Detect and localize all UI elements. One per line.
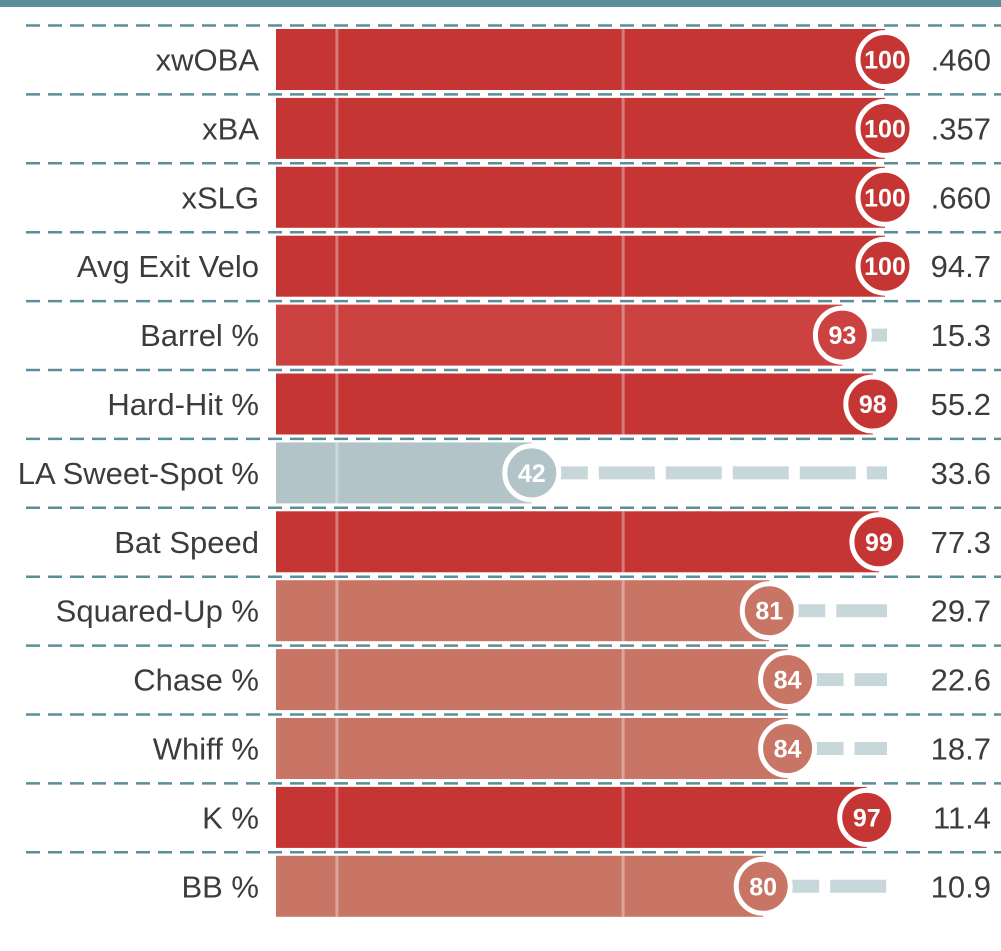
percentile-circle-k [837, 787, 897, 847]
percentile-bar-whiff [276, 718, 788, 779]
metric-value-hard-hit: 55.2 [931, 387, 991, 422]
percentile-rank-chase: 84 [774, 667, 802, 695]
metric-label-bb: BB % [181, 869, 259, 904]
metric-label-xslg: xSLG [181, 180, 259, 215]
percentile-bar-xba [276, 97, 885, 159]
percentile-bar-chase [276, 649, 788, 711]
metric-value-squared-up: 29.7 [931, 594, 991, 629]
percentile-circle-chase [758, 650, 818, 710]
percentile-rank-k: 97 [853, 804, 881, 832]
percentile-circle-barrel [812, 305, 872, 365]
percentile-circle-la-sweet-spot [502, 443, 562, 503]
percentile-bar-avg-exit-velo [276, 235, 885, 297]
percentile-rank-barrel: 93 [828, 322, 856, 350]
metric-label-avg-exit-velo: Avg Exit Velo [77, 249, 259, 284]
percentile-circle-hard-hit [843, 374, 903, 434]
percentile-circle-avg-exit-velo [855, 236, 915, 296]
percentile-bar-hard-hit [276, 373, 873, 435]
top-accent-bar [0, 0, 1001, 7]
percentile-bar-xslg [276, 166, 885, 228]
metric-label-bat-speed: Bat Speed [114, 525, 259, 560]
metric-label-hard-hit: Hard-Hit % [107, 387, 259, 422]
metric-value-k: 11.4 [933, 800, 991, 835]
metric-label-whiff: Whiff % [153, 732, 259, 767]
percentile-rank-whiff: 84 [774, 736, 802, 764]
percentile-circle-xba [855, 98, 915, 158]
percentile-bar-la-sweet-spot [276, 442, 532, 504]
percentile-bar-barrel [276, 304, 843, 366]
metric-label-k: K % [202, 800, 259, 835]
percentile-rank-xwoba: 100 [864, 47, 906, 75]
metric-value-bat-speed: 77.3 [931, 525, 991, 560]
percentile-rank-hard-hit: 98 [859, 391, 887, 419]
metric-value-chase: 22.6 [931, 663, 991, 698]
metric-value-la-sweet-spot: 33.6 [931, 456, 991, 491]
metric-label-barrel: Barrel % [140, 318, 259, 353]
percentile-rank-avg-exit-velo: 100 [864, 253, 906, 281]
metric-label-xwoba: xwOBA [156, 43, 260, 78]
metric-value-avg-exit-velo: 94.7 [931, 249, 991, 284]
percentile-circle-bat-speed [849, 512, 909, 572]
metric-value-xba: .357 [931, 111, 991, 146]
percentile-circle-xwoba [855, 30, 915, 89]
metric-label-xba: xBA [202, 111, 259, 146]
metric-value-xslg: .660 [931, 180, 991, 215]
percentile-rank-bb: 80 [749, 873, 777, 901]
metric-label-la-sweet-spot: LA Sweet-Spot % [18, 456, 259, 491]
percentile-rank-squared-up: 81 [755, 598, 783, 626]
percentile-circle-bb [733, 856, 793, 916]
metric-value-bb: 10.9 [931, 869, 991, 904]
percentile-bar-bat-speed [276, 511, 879, 573]
percentile-circle-whiff [758, 719, 818, 778]
percentile-bar-xwoba [276, 29, 885, 90]
metric-value-barrel: 15.3 [931, 318, 991, 353]
percentile-bar-bb [276, 855, 764, 917]
percentile-rank-la-sweet-spot: 42 [518, 460, 546, 488]
metric-label-chase: Chase % [133, 663, 259, 698]
percentile-bar-squared-up [276, 580, 770, 642]
percentile-circle-squared-up [739, 581, 799, 641]
percentile-bar-k [276, 786, 867, 848]
percentile-circle-xslg [855, 167, 915, 227]
metric-value-whiff: 18.7 [931, 732, 991, 767]
percentile-rank-xslg: 100 [864, 184, 906, 212]
metric-value-xwoba: .460 [931, 43, 991, 78]
percentile-rank-bat-speed: 99 [865, 529, 893, 557]
percentile-rank-xba: 100 [864, 115, 906, 143]
metric-label-squared-up: Squared-Up % [56, 594, 259, 629]
